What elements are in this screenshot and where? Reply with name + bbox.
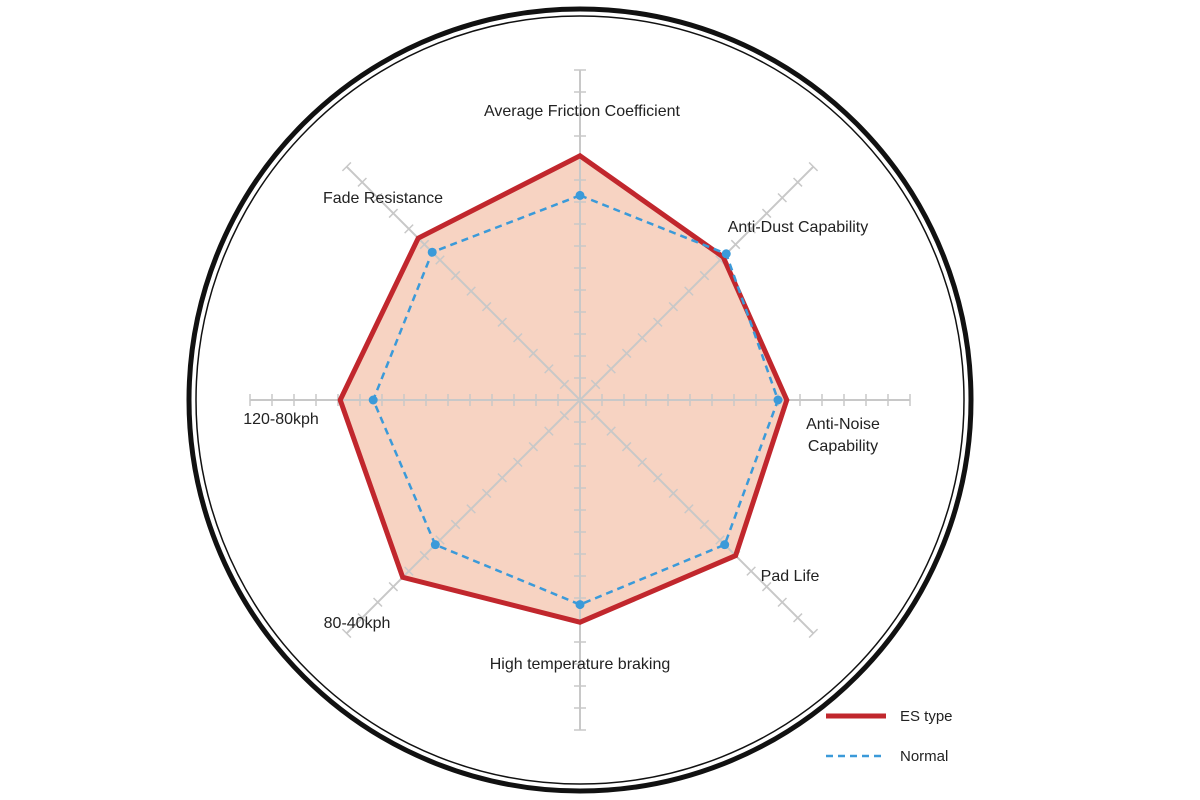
tick-mark — [419, 239, 430, 250]
tick-mark — [497, 317, 507, 327]
tick-mark — [606, 364, 616, 374]
tick-mark — [497, 473, 507, 483]
tick-mark — [653, 473, 663, 483]
legend-label: ES type — [900, 708, 953, 725]
tick-mark — [372, 597, 383, 608]
series-line — [371, 194, 780, 606]
tick-mark — [606, 426, 616, 436]
tick-mark — [746, 224, 756, 234]
tick-mark — [388, 208, 399, 219]
tick-mark — [404, 566, 414, 576]
tick-mark — [435, 255, 445, 265]
tick-mark — [590, 379, 601, 390]
series-line — [337, 152, 790, 625]
tick-mark — [699, 270, 710, 281]
axis-label: Anti-Noise Capability — [806, 416, 880, 455]
tick-mark — [808, 628, 819, 639]
tick-mark — [357, 613, 367, 623]
inner-ring — [195, 15, 965, 785]
outer-ring — [186, 6, 974, 794]
legend-label: Normal — [900, 748, 948, 765]
tick-mark — [746, 566, 756, 576]
tick-mark — [730, 239, 741, 250]
tick-mark — [590, 410, 601, 421]
tick-mark — [668, 488, 679, 499]
axis-label: Fade Resistance — [322, 190, 444, 207]
tick-mark — [481, 488, 492, 499]
tick-mark — [435, 535, 445, 545]
tick-mark — [357, 177, 367, 187]
tick-mark — [513, 457, 523, 467]
tick-mark — [528, 441, 539, 452]
tick-mark — [777, 192, 788, 203]
tick-mark — [761, 581, 772, 592]
tick-mark — [715, 535, 725, 545]
point — [430, 540, 440, 550]
point — [427, 247, 437, 257]
tick-mark — [544, 364, 554, 374]
tick-mark — [653, 317, 663, 327]
tick-mark — [544, 426, 554, 436]
tick-mark — [808, 161, 819, 172]
axis-label: Pad Life — [760, 568, 820, 585]
tick-mark — [793, 613, 803, 623]
tick-mark — [341, 161, 352, 172]
tick-mark — [372, 192, 383, 203]
point — [575, 190, 585, 200]
tick-mark — [450, 270, 461, 281]
tick-mark — [388, 581, 399, 592]
tick-mark — [466, 286, 476, 296]
axis-label: 80-40kph — [323, 615, 391, 632]
tick-mark — [513, 333, 523, 343]
tick-mark — [481, 301, 492, 312]
tick-mark — [761, 208, 772, 219]
axis-label: Anti-Dust Capability — [727, 219, 869, 236]
axis-label: High temperature braking — [489, 656, 671, 673]
axis-label: Average Friction Coefficient — [484, 103, 680, 120]
tick-mark — [793, 177, 803, 187]
tick-mark — [699, 519, 710, 530]
tick-mark — [621, 441, 632, 452]
tick-mark — [404, 224, 414, 234]
tick-mark — [450, 519, 461, 530]
tick-mark — [466, 504, 476, 514]
tick-mark — [668, 301, 679, 312]
tick-mark — [637, 457, 647, 467]
point — [720, 540, 730, 550]
tick-mark — [777, 597, 788, 608]
point — [773, 395, 783, 405]
point — [575, 600, 585, 610]
tick-mark — [419, 550, 430, 561]
tick-mark — [684, 286, 694, 296]
tick-mark — [559, 410, 570, 421]
axis-line — [345, 165, 581, 401]
tick-mark — [637, 333, 647, 343]
axis-line — [579, 399, 815, 635]
tick-mark — [559, 379, 570, 390]
tick-mark — [528, 348, 539, 359]
point — [721, 249, 731, 259]
tick-mark — [621, 348, 632, 359]
tick-mark — [684, 504, 694, 514]
tick-mark — [341, 628, 352, 639]
point — [368, 395, 378, 405]
axis-line — [345, 399, 581, 635]
area — [340, 155, 787, 623]
axis-line — [579, 165, 815, 401]
axis-label: 120-80kph — [243, 411, 319, 428]
tick-mark — [715, 255, 725, 265]
